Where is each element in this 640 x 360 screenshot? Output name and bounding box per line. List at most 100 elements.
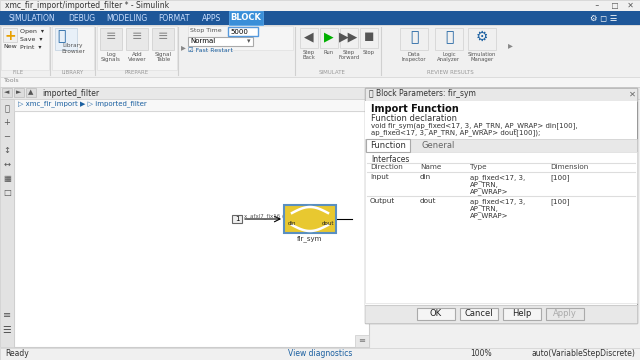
Text: ▸: ▸ [508, 40, 513, 50]
Bar [97, 26, 177, 70]
Text: Step: Step [303, 50, 315, 55]
Text: imported_filter: imported_filter [42, 89, 99, 98]
Text: Simulation: Simulation [468, 52, 496, 57]
Bar [0, 0, 640, 11]
Text: Cancel: Cancel [465, 310, 493, 319]
Text: ▶: ▶ [324, 30, 334, 43]
Bar [1, 26, 49, 70]
Bar [284, 205, 336, 233]
Text: SIMULATE: SIMULATE [319, 70, 346, 75]
Text: [100]: [100] [550, 198, 570, 205]
Text: View diagnostics: View diagnostics [288, 349, 352, 358]
Bar [0, 77, 640, 87]
Text: Direction: Direction [370, 164, 403, 170]
Text: Ready: Ready [5, 349, 29, 358]
Text: Inspector: Inspector [402, 57, 426, 62]
Text: Table: Table [156, 57, 170, 62]
Text: Signal: Signal [154, 52, 172, 57]
Bar [228, 27, 258, 36]
Bar [232, 215, 242, 223]
Text: General: General [422, 141, 456, 150]
Text: Logic: Logic [442, 52, 456, 57]
Bar [300, 28, 318, 48]
Bar [366, 139, 410, 152]
Text: □: □ [3, 188, 11, 197]
Text: Import Function: Import Function [371, 104, 459, 114]
Text: Step: Step [343, 50, 355, 55]
Bar [340, 28, 358, 48]
Text: Save  ▾: Save ▾ [20, 37, 42, 42]
Text: x_afxl7_fix16 (fix16 [100]): x_afxl7_fix16 (fix16 [100]) [244, 213, 317, 219]
Text: Input: Input [370, 174, 388, 180]
Bar [365, 139, 637, 152]
Text: auto(VariableStepDiscrete): auto(VariableStepDiscrete) [531, 349, 635, 358]
Text: void fir_sym(ap_fixed<17, 3, AP_TRN, AP_WRAP> din[100],: void fir_sym(ap_fixed<17, 3, AP_TRN, AP_… [371, 122, 578, 129]
Text: AP_TRN,: AP_TRN, [470, 205, 499, 212]
Bar [365, 305, 637, 323]
Text: ✕: ✕ [625, 1, 634, 10]
Text: BLOCK: BLOCK [230, 13, 261, 22]
Text: AP_TRN,: AP_TRN, [470, 181, 499, 188]
Text: Interfaces: Interfaces [371, 155, 410, 164]
Text: MODELING: MODELING [106, 14, 147, 23]
Text: ≡: ≡ [3, 310, 11, 320]
Bar [460, 308, 498, 320]
Text: □: □ [609, 1, 621, 10]
Text: [100]: [100] [550, 174, 570, 181]
Text: 5000: 5000 [230, 28, 248, 35]
Text: AP_WRAP>: AP_WRAP> [470, 188, 509, 195]
Bar [100, 28, 122, 50]
Text: Output: Output [370, 198, 396, 204]
Text: ◼: ◼ [364, 30, 374, 43]
Text: Run: Run [324, 50, 334, 55]
Text: ◀: ◀ [304, 30, 314, 43]
Text: ▶▶: ▶▶ [339, 30, 358, 43]
Text: ▷ xmc_fir_import ▶ ▷ imported_filter: ▷ xmc_fir_import ▶ ▷ imported_filter [18, 100, 147, 107]
Text: Stop: Stop [363, 50, 375, 55]
Text: xmc_fir_import/imported_filter * - Simulink: xmc_fir_import/imported_filter * - Simul… [5, 1, 169, 10]
Text: AP_WRAP>: AP_WRAP> [470, 212, 509, 219]
Text: ↔: ↔ [3, 160, 10, 169]
Text: Function: Function [370, 141, 406, 150]
Text: 🔷 Block Parameters: fir_sym: 🔷 Block Parameters: fir_sym [369, 90, 476, 99]
Text: Open  ▾: Open ▾ [20, 29, 44, 34]
Bar [365, 101, 637, 323]
Bar [546, 308, 584, 320]
Text: ◄: ◄ [4, 90, 10, 95]
Text: 📚: 📚 [57, 29, 65, 43]
Text: ≡: ≡ [157, 30, 168, 43]
Text: Data: Data [408, 52, 420, 57]
Text: ✕: ✕ [629, 90, 636, 99]
Text: Function declaration: Function declaration [371, 114, 457, 123]
Bar [55, 28, 77, 50]
Text: Forward: Forward [339, 55, 360, 60]
Bar [400, 28, 428, 50]
Text: 1: 1 [235, 216, 239, 222]
Bar [152, 28, 174, 50]
Bar [0, 99, 14, 347]
Text: Print  ▾: Print ▾ [20, 45, 42, 50]
Text: din: din [288, 221, 296, 226]
Text: Library
Browser: Library Browser [61, 43, 85, 54]
Bar [0, 348, 640, 360]
Text: DEBUG: DEBUG [68, 14, 95, 23]
Text: Tools: Tools [4, 78, 20, 84]
Text: FILE: FILE [12, 70, 24, 75]
Bar [0, 11, 640, 25]
Text: ≡: ≡ [358, 337, 365, 346]
Text: Type: Type [470, 164, 486, 170]
Text: Log: Log [106, 52, 116, 57]
Text: ap_fixed<17, 3,: ap_fixed<17, 3, [470, 174, 525, 181]
Text: Stop Time: Stop Time [190, 28, 221, 33]
Text: Manager: Manager [470, 57, 493, 62]
Bar [188, 37, 253, 46]
Bar [360, 28, 378, 48]
Bar [417, 308, 455, 320]
Text: Name: Name [420, 164, 442, 170]
Text: SIMULATION: SIMULATION [9, 14, 55, 23]
Text: ap_fixed<17, 3, AP_TRN, AP_WRAP> dout[100]);: ap_fixed<17, 3, AP_TRN, AP_WRAP> dout[10… [371, 129, 540, 136]
Bar [3, 28, 17, 42]
Text: LIBRARY: LIBRARY [62, 70, 84, 75]
Text: dout: dout [420, 198, 436, 204]
Text: 100%: 100% [470, 349, 492, 358]
